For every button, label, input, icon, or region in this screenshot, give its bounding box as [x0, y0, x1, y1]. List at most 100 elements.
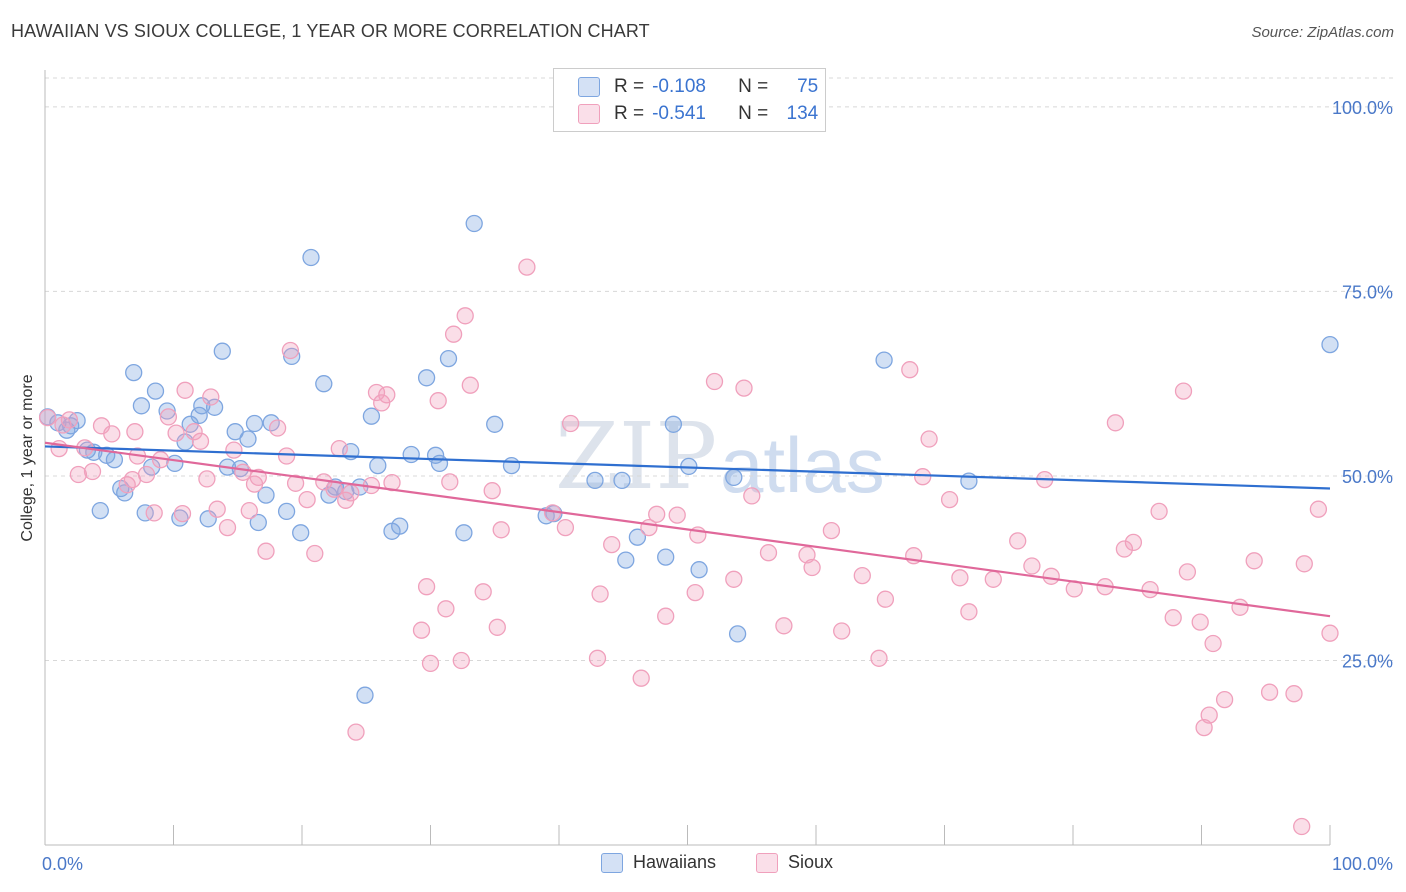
- point-sioux: [1231, 598, 1249, 616]
- point-hawaiians: [190, 406, 208, 425]
- point-sioux: [759, 544, 778, 562]
- trend-lines: [44, 441, 1331, 618]
- stats-legend: R = -0.108 N = 75 R = -0.541 N = 134: [553, 68, 826, 132]
- point-hawaiians: [356, 686, 374, 704]
- point-sioux: [1309, 500, 1328, 518]
- point-hawaiians: [664, 415, 683, 433]
- point-hawaiians: [1321, 335, 1339, 354]
- point-sioux: [456, 307, 474, 325]
- point-sioux: [775, 617, 793, 635]
- point-sioux: [1285, 685, 1303, 703]
- point-sioux: [412, 621, 431, 639]
- point-sioux: [240, 501, 258, 520]
- point-sioux: [1200, 706, 1218, 724]
- point-sioux: [725, 570, 743, 588]
- legend-label-hawaiians: Hawaiians: [633, 852, 717, 872]
- y-tick-label: 100.0%: [1332, 98, 1393, 118]
- point-sioux: [1191, 613, 1209, 631]
- point-hawaiians: [369, 456, 387, 475]
- point-sioux: [437, 600, 455, 618]
- point-sioux: [1009, 532, 1027, 550]
- point-sioux: [145, 504, 163, 522]
- r-key: R =: [614, 76, 645, 97]
- point-hawaiians: [136, 504, 154, 522]
- point-sioux: [1150, 502, 1168, 521]
- point-sioux: [191, 432, 210, 450]
- point-sioux: [298, 490, 316, 509]
- point-sioux: [173, 504, 192, 523]
- point-sioux: [159, 408, 178, 426]
- point-hawaiians: [617, 551, 635, 569]
- point-sioux: [1295, 555, 1313, 573]
- sioux-swatch: [756, 852, 778, 873]
- point-sioux: [668, 506, 686, 524]
- point-sioux: [474, 583, 492, 601]
- point-sioux: [984, 570, 1002, 588]
- point-hawaiians: [391, 517, 409, 535]
- point-sioux: [822, 521, 841, 540]
- point-sioux: [103, 425, 121, 443]
- trend-line-hawaiians: [44, 445, 1331, 490]
- point-sioux: [960, 603, 978, 621]
- point-sioux: [167, 424, 185, 442]
- point-hawaiians: [249, 513, 267, 532]
- point-hawaiians: [362, 407, 381, 425]
- y-tick-label: 25.0%: [1342, 651, 1393, 671]
- point-sioux: [444, 325, 463, 343]
- point-sioux: [347, 723, 365, 741]
- y-tick-label: 50.0%: [1342, 467, 1393, 487]
- point-sioux: [686, 583, 704, 602]
- point-sioux: [705, 372, 724, 391]
- point-sioux: [38, 408, 57, 427]
- point-hawaiians: [213, 342, 231, 360]
- point-hawaiians: [292, 524, 310, 542]
- point-sioux: [225, 441, 243, 459]
- point-sioux: [268, 419, 287, 437]
- point-sioux: [1164, 609, 1182, 627]
- point-sioux: [185, 423, 203, 441]
- point-sioux: [257, 542, 275, 560]
- point-hawaiians: [257, 486, 275, 504]
- sioux-swatch: [578, 104, 600, 124]
- point-sioux: [920, 430, 938, 448]
- point-sioux: [901, 361, 919, 379]
- point-hawaiians: [158, 402, 176, 420]
- point-sioux: [1245, 552, 1263, 570]
- trend-line-sioux: [44, 441, 1331, 618]
- legend-item-sioux[interactable]: Sioux: [756, 852, 833, 873]
- point-sioux: [1106, 414, 1125, 432]
- legend-row-sioux: R = -0.541 N = 134: [578, 102, 818, 126]
- point-sioux: [429, 392, 447, 410]
- point-hawaiians: [226, 423, 244, 441]
- point-hawaiians: [91, 501, 109, 520]
- point-sioux: [60, 411, 79, 429]
- point-sioux: [378, 386, 396, 404]
- point-sioux: [218, 518, 237, 537]
- point-sioux: [176, 381, 194, 399]
- point-sioux: [208, 500, 226, 518]
- point-sioux: [1141, 580, 1159, 599]
- point-hawaiians: [239, 430, 257, 448]
- point-sioux: [330, 439, 348, 458]
- point-hawaiians: [430, 454, 449, 473]
- point-sioux: [492, 521, 510, 539]
- point-hawaiians: [486, 415, 504, 433]
- point-sioux: [1115, 540, 1134, 558]
- n-value-hawaiians: 75: [797, 76, 819, 97]
- point-sioux: [342, 484, 360, 502]
- point-hawaiians: [302, 248, 320, 267]
- point-sioux: [735, 379, 753, 397]
- legend-label-sioux: Sioux: [788, 852, 834, 872]
- point-hawaiians: [728, 625, 747, 643]
- point-hawaiians: [132, 397, 151, 415]
- n-key: N =: [738, 103, 769, 124]
- point-sioux: [83, 462, 102, 481]
- point-hawaiians: [465, 214, 483, 233]
- chart-title: HAWAIIAN VS SIOUX COLLEGE, 1 YEAR OR MOR…: [11, 21, 650, 41]
- legend-item-hawaiians[interactable]: Hawaiians: [601, 852, 716, 873]
- series-legend: Hawaiians Sioux: [0, 852, 1406, 876]
- point-sioux: [1042, 567, 1060, 585]
- point-sioux: [803, 558, 821, 577]
- watermark-zip: ZIP: [555, 403, 717, 510]
- point-sioux: [914, 468, 932, 486]
